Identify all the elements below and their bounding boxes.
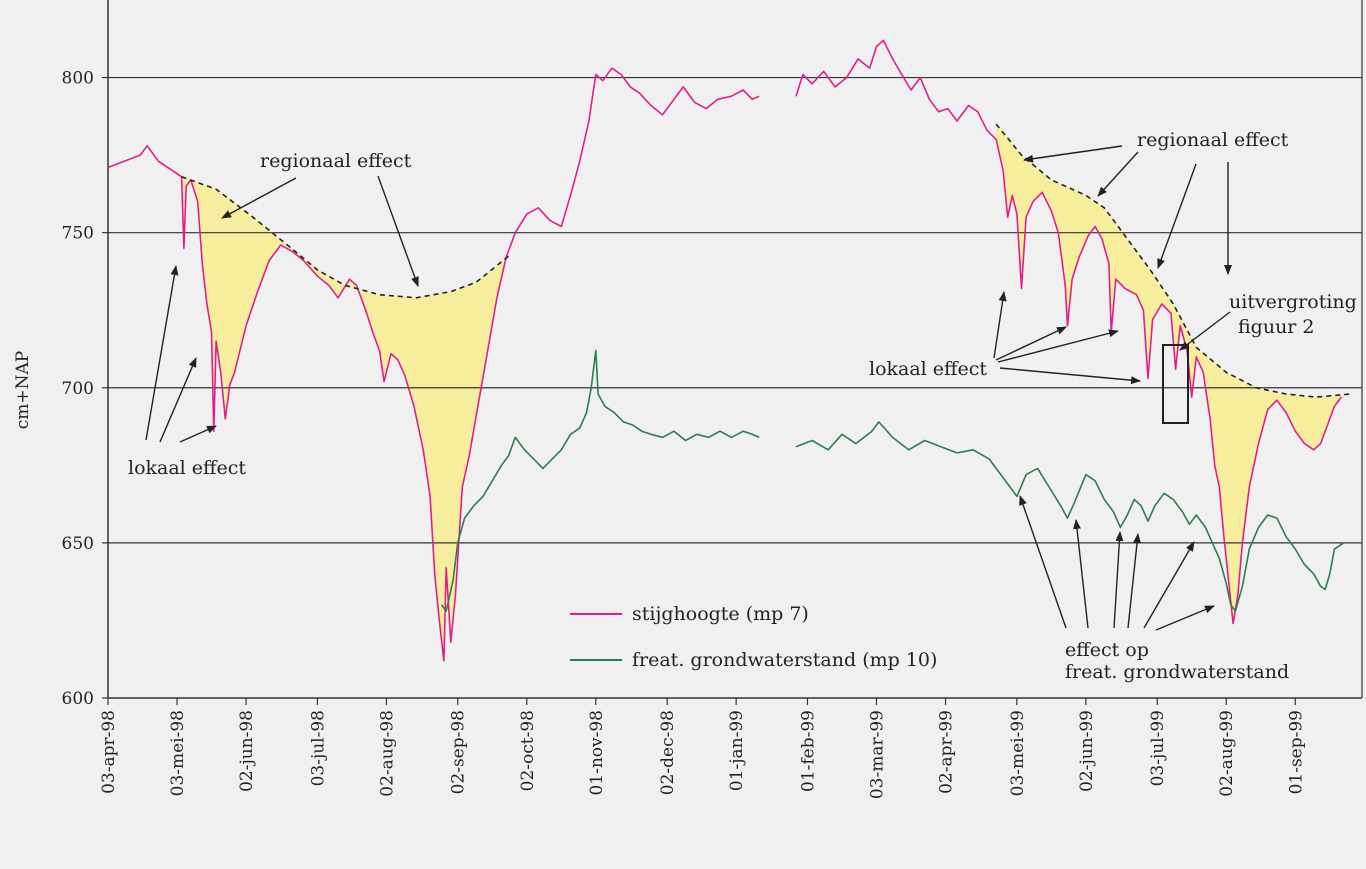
series-lines <box>107 39 1345 662</box>
x-tick-label-14: 02-jun-99 <box>1077 710 1097 792</box>
y-tick-label-800: 800 <box>62 69 94 89</box>
regional-baseline-1 <box>995 123 1351 398</box>
annotation-arrow-13 <box>1179 311 1231 351</box>
x-tick-label-13: 03-mei-99 <box>1008 710 1028 796</box>
annotation-effect-op: effect op <box>1065 639 1149 661</box>
legend: stijghoogte (mp 7) freat. grondwaterstan… <box>570 603 937 671</box>
x-tick-label-11: 03-mar-99 <box>868 710 888 799</box>
annotation-arrow-19 <box>1155 605 1215 631</box>
annotation-freat-grondwaterstand: freat. grondwaterstand <box>1065 661 1289 683</box>
annotation-arrow-6 <box>1097 151 1139 197</box>
legend-label-stijghoogte: stijghoogte (mp 7) <box>632 603 809 625</box>
annotation-arrow-4 <box>179 425 217 443</box>
x-tick-label-7: 01-nov-98 <box>587 710 607 796</box>
annotation-arrow-14 <box>1019 495 1067 629</box>
y-tick-label-650: 650 <box>62 534 94 554</box>
annotation-arrow-18 <box>1143 541 1195 629</box>
x-tick-label-5: 02-sep-98 <box>449 710 469 794</box>
annotation-arrow-17 <box>1127 533 1142 629</box>
annotation-figuur-2: figuur 2 <box>1238 316 1315 338</box>
series-0-segment-0 <box>107 67 760 662</box>
effect-fill-0 <box>181 176 511 661</box>
x-tick-label-4: 02-aug-98 <box>377 710 397 797</box>
effect-fill-1 <box>996 124 1351 624</box>
annotation-arrow-2 <box>145 265 179 441</box>
annotation-arrow-7 <box>1157 163 1197 269</box>
x-tick-label-12: 02-apr-99 <box>937 710 957 794</box>
y-tick-label-750: 750 <box>62 224 94 244</box>
annotation-uitvergroting: uitvergroting <box>1229 291 1357 313</box>
annotation-regionaal-right: regionaal effect <box>1137 129 1289 151</box>
x-tick-label-1: 03-mei-98 <box>168 710 188 796</box>
annotation-arrow-1 <box>377 175 419 287</box>
zoom-box <box>1162 344 1189 424</box>
series-1-segment-1 <box>795 421 1345 612</box>
y-tick-label-600: 600 <box>62 689 94 709</box>
y-tick-label-700: 700 <box>62 379 94 399</box>
annotation-arrow-16 <box>1113 531 1124 629</box>
series-1-segment-0 <box>440 349 760 612</box>
axes: 600 650 700 750 800 03-apr-98 03-mei-98 02-jun-… <box>62 0 1363 799</box>
x-tick-label-6: 02-oct-98 <box>518 710 538 791</box>
legend-label-freatisch: freat. grondwaterstand (mp 10) <box>632 649 937 671</box>
annotation-lokaal-right: lokaal effect <box>869 358 987 380</box>
x-tick-label-15: 03-jul-99 <box>1148 710 1168 786</box>
x-tick-label-8: 02-dec-98 <box>658 710 678 795</box>
x-tick-label-16: 02-aug-99 <box>1217 710 1237 797</box>
annotation-arrows <box>145 145 1232 631</box>
annotation-arrow-11 <box>997 329 1119 363</box>
effect-fill-areas <box>181 124 1351 661</box>
annotation-arrow-3 <box>159 357 197 443</box>
series-0-segment-1 <box>795 39 1342 625</box>
gridlines <box>108 76 1362 544</box>
x-tick-label-2: 02-jun-98 <box>237 710 257 792</box>
x-tick-label-10: 01-feb-99 <box>798 710 818 792</box>
annotation-arrow-10 <box>995 326 1067 361</box>
annotation-lokaal-left: lokaal effect <box>128 457 246 479</box>
y-axis-label: cm+NAP <box>13 351 33 429</box>
annotation-arrow-9 <box>993 291 1007 359</box>
annotation-arrow-5 <box>1023 145 1123 163</box>
annotation-arrow-12 <box>999 367 1141 385</box>
annotation-arrow-15 <box>1073 519 1089 629</box>
annotation-arrow-0 <box>221 177 297 219</box>
x-tick-label-17: 01-sep-99 <box>1286 710 1306 794</box>
annotation-regionaal-left: regionaal effect <box>260 150 412 172</box>
x-tick-label-0: 03-apr-98 <box>99 710 119 794</box>
x-tick-label-9: 01-jan-99 <box>727 710 747 791</box>
x-tick-label-3: 03-jul-98 <box>308 710 328 786</box>
